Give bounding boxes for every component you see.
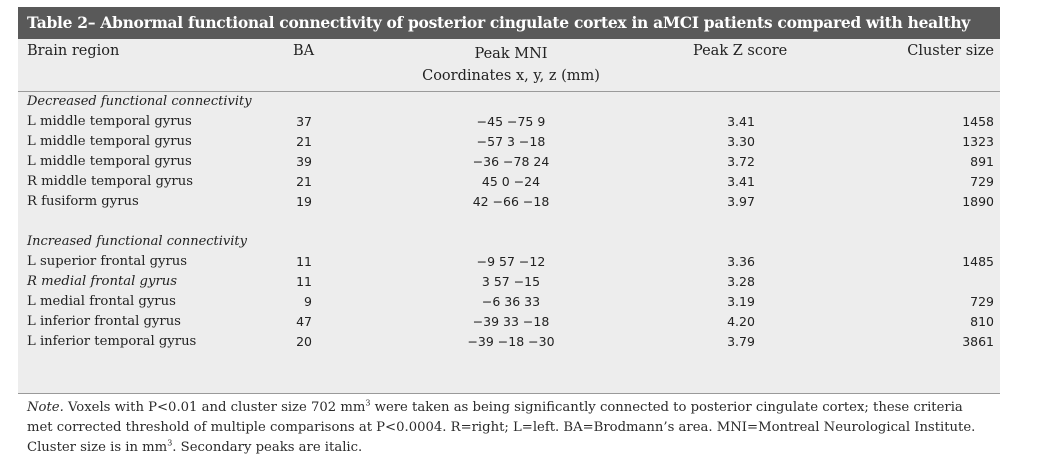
- cell-ba: 20: [296, 334, 312, 349]
- footnote-text-part2: were taken as being significantly connec…: [27, 400, 976, 455]
- header-brain-region: Brain region: [27, 43, 120, 59]
- header-ba: BA: [293, 43, 315, 59]
- cell-z: 3.79: [727, 334, 755, 349]
- cell-region: L middle temporal gyrus: [27, 134, 192, 149]
- cell-size: 3861: [962, 334, 994, 349]
- cell-size: 1890: [962, 194, 994, 209]
- cell-mni: −36 −78 24: [472, 154, 550, 169]
- footnote-text-part3: . Secondary peaks are italic.: [172, 440, 363, 455]
- cell-mni: 42 −66 −18: [472, 194, 550, 209]
- cell-size: 1485: [962, 254, 994, 269]
- cell-region: R medial frontal gyrus: [27, 274, 178, 289]
- table-footnote: Note. Voxels with P<0.01 and cluster siz…: [18, 394, 1000, 458]
- cell-ba: 39: [296, 154, 312, 169]
- cell-size: 729: [970, 294, 994, 309]
- cell-mni: −57 3 −18: [476, 134, 546, 149]
- cell-size: 1458: [962, 114, 994, 129]
- cell-region: R fusiform gyrus: [27, 194, 139, 209]
- cell-region: L middle temporal gyrus: [27, 114, 192, 129]
- cell-z: 3.28: [727, 274, 755, 289]
- cell-mni: −45 −75 9: [476, 114, 546, 129]
- cell-z: 3.41: [727, 174, 755, 189]
- cell-ba: 11: [296, 274, 312, 289]
- cell-mni: −6 36 33: [481, 294, 541, 309]
- cell-size: 1323: [962, 134, 994, 149]
- cell-mni: 45 0 −24: [481, 174, 541, 189]
- cell-size: 729: [970, 174, 994, 189]
- table-title: Table 2– Abnormal functional connectivit…: [18, 7, 1000, 64]
- cell-region: L medial frontal gyrus: [27, 294, 176, 309]
- cell-region: L middle temporal gyrus: [27, 154, 192, 169]
- table-header: Brain region BA Peak MNI Coordinates x, …: [18, 39, 1000, 92]
- table-body: Decreased functional connectivity L midd…: [18, 92, 1000, 394]
- cell-mni: 3 57 −15: [481, 274, 541, 289]
- cell-region: L inferior temporal gyrus: [27, 334, 197, 349]
- cell-size: 891: [970, 154, 994, 169]
- cell-z: 3.41: [727, 114, 755, 129]
- cell-mni: −9 57 −12: [476, 254, 546, 269]
- cell-ba: 11: [296, 254, 312, 269]
- table-row: R fusiform gyrus 19 42 −66 −18 3.97 1890: [18, 192, 1000, 212]
- table-row: L superior frontal gyrus 11 −9 57 −12 3.…: [18, 252, 1000, 272]
- cell-z: 4.20: [727, 314, 755, 329]
- cell-z: 3.36: [727, 254, 755, 269]
- cell-ba: 19: [296, 194, 312, 209]
- footnote-label: Note.: [27, 400, 64, 415]
- cell-z: 3.30: [727, 134, 755, 149]
- footnote-superscript-1: 3: [365, 398, 371, 408]
- table-row: R middle temporal gyrus 21 45 0 −24 3.41…: [18, 172, 1000, 192]
- header-cluster-size: Cluster size: [907, 43, 994, 59]
- header-peak-mni: Peak MNI Coordinates x, y, z (mm): [406, 43, 616, 87]
- group-label-decreased: Decreased functional connectivity: [27, 94, 252, 109]
- cell-ba: 37: [296, 114, 312, 129]
- table-row: L inferior frontal gyrus 47 −39 33 −18 4…: [18, 312, 1000, 332]
- header-peak-mni-line1: Peak MNI: [474, 46, 548, 62]
- table-row: L medial frontal gyrus 9 −6 36 33 3.19 7…: [18, 292, 1000, 312]
- cell-z: 3.72: [727, 154, 755, 169]
- cell-ba: 21: [296, 174, 312, 189]
- cell-ba: 21: [296, 134, 312, 149]
- table-row: R medial frontal gyrus 11 3 57 −15 3.28: [18, 272, 1000, 292]
- cell-region: R middle temporal gyrus: [27, 174, 193, 189]
- cell-size: 810: [970, 314, 994, 329]
- table-row: L inferior temporal gyrus 20 −39 −18 −30…: [18, 332, 1000, 352]
- table-row: L middle temporal gyrus 39 −36 −78 24 3.…: [18, 152, 1000, 172]
- table-row: L middle temporal gyrus 21 −57 3 −18 3.3…: [18, 132, 1000, 152]
- header-peak-mni-line2: Coordinates x, y, z (mm): [422, 68, 600, 84]
- cell-mni: −39 33 −18: [472, 314, 550, 329]
- cell-region: L inferior frontal gyrus: [27, 314, 181, 329]
- group-label-increased: Increased functional connectivity: [27, 234, 248, 249]
- table-row: L middle temporal gyrus 37 −45 −75 9 3.4…: [18, 112, 1000, 132]
- cell-mni: −39 −18 −30: [467, 334, 555, 349]
- footnote-text-part1: Voxels with P<0.01 and cluster size 702 …: [63, 400, 366, 415]
- cell-ba: 47: [296, 314, 312, 329]
- data-table: Table 2– Abnormal functional connectivit…: [18, 7, 1000, 458]
- cell-ba: 9: [304, 294, 312, 309]
- header-peak-z: Peak Z score: [693, 43, 788, 59]
- cell-region: L superior frontal gyrus: [27, 254, 188, 269]
- cell-z: 3.97: [727, 194, 755, 209]
- cell-z: 3.19: [727, 294, 755, 309]
- footnote-superscript-2: 3: [167, 438, 173, 448]
